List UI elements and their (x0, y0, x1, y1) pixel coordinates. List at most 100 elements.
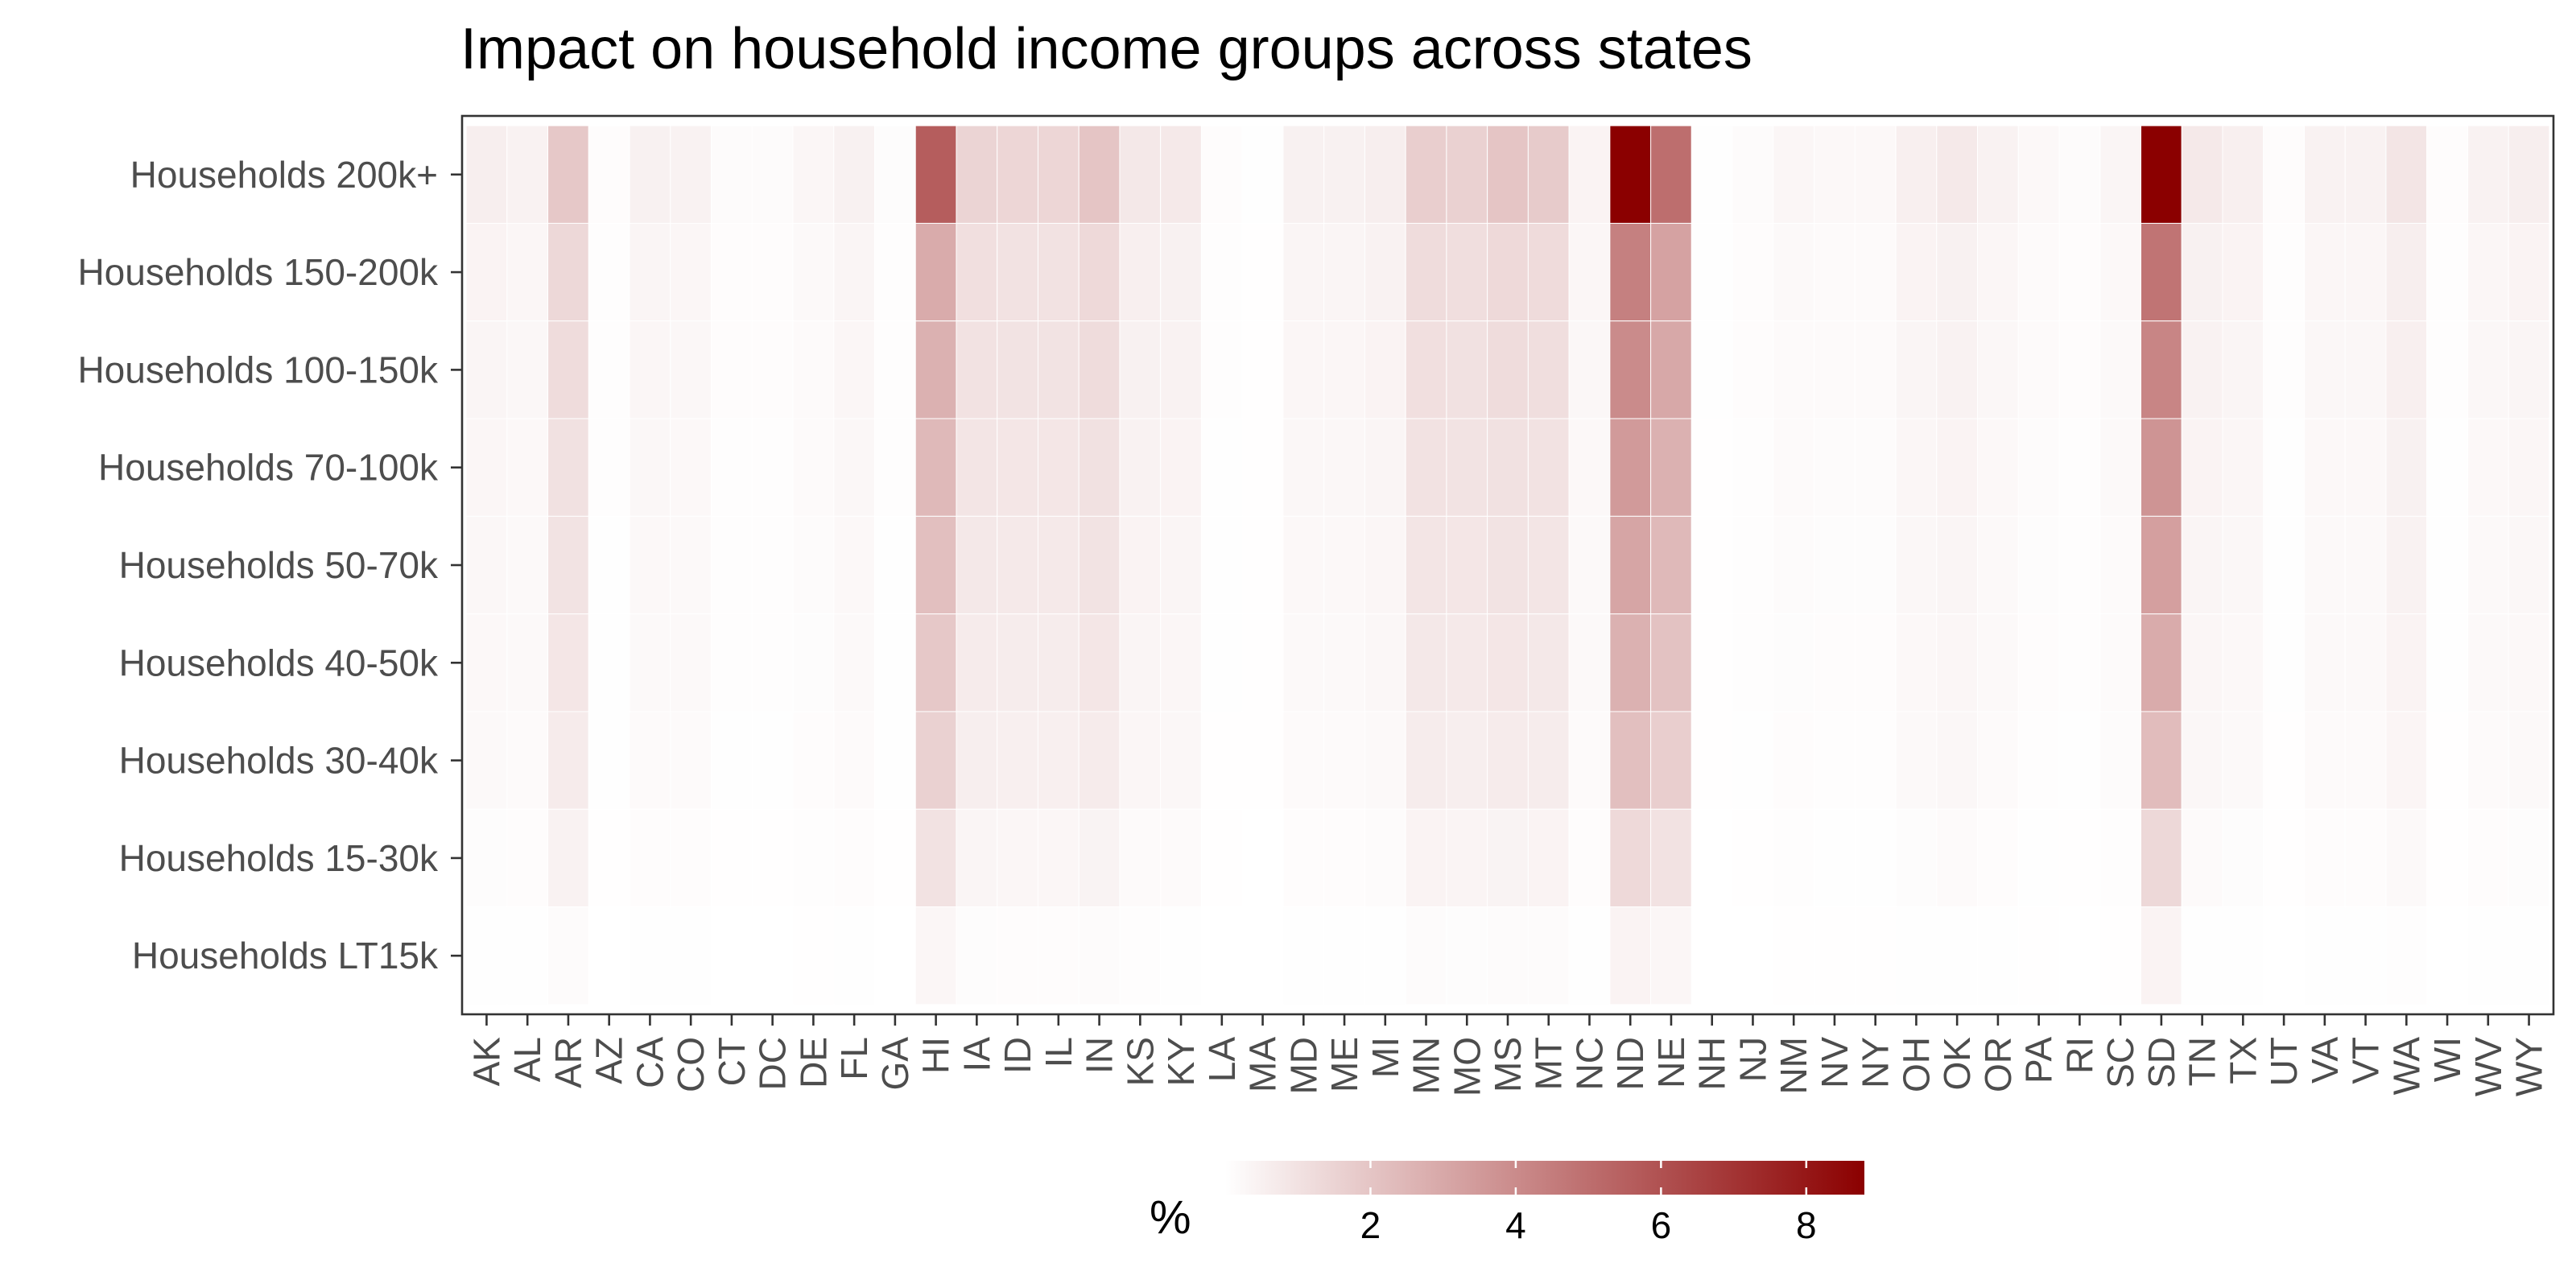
heatmap-cell (1364, 320, 1406, 419)
heatmap-cell (1650, 515, 1692, 615)
heatmap-cell (1568, 711, 1611, 810)
heatmap-cell (2426, 711, 2468, 810)
heatmap-cell (506, 613, 549, 712)
heatmap-cell (792, 418, 835, 517)
x-tick-label: LA (1201, 1037, 1243, 1083)
heatmap-cell (997, 711, 1038, 810)
x-tick-label: NC (1568, 1037, 1610, 1090)
heatmap-cell (956, 222, 998, 322)
heatmap-cell (711, 808, 753, 908)
heatmap-cell (1527, 125, 1570, 224)
heatmap-cell (833, 125, 875, 224)
heatmap-cell (997, 808, 1038, 908)
heatmap-cell (1854, 808, 1897, 908)
heatmap-cell (1568, 515, 1611, 615)
heatmap-cell (1895, 418, 1938, 517)
heatmap-cell (1119, 515, 1162, 615)
heatmap-cell (1078, 711, 1121, 810)
heatmap-cell (2099, 808, 2142, 908)
heatmap-cell (2140, 320, 2182, 419)
heatmap-cell (1200, 711, 1243, 810)
heatmap-cell (1527, 906, 1570, 1005)
heatmap-cell (1527, 613, 1570, 712)
heatmap-cell (670, 808, 712, 908)
heatmap-cell (629, 125, 671, 224)
heatmap-cell (2508, 125, 2550, 224)
heatmap-cell (914, 515, 957, 615)
heatmap-cell (1895, 711, 1938, 810)
x-tick-label: NV (1814, 1037, 1856, 1088)
heatmap-cell (2140, 125, 2182, 224)
heatmap-cell (2263, 125, 2305, 224)
heatmap-cell (1241, 808, 1284, 908)
heatmap-cell (2303, 320, 2346, 419)
y-tick-label: Households 15-30k (119, 837, 439, 879)
heatmap-cell (629, 808, 671, 908)
heatmap-cell (2058, 125, 2101, 224)
heatmap-cell (506, 222, 549, 322)
heatmap-cell (1364, 711, 1406, 810)
heatmap-cell (2263, 613, 2305, 712)
x-tick-label: MT (1528, 1037, 1570, 1090)
heatmap-cell (1323, 613, 1365, 712)
x-tick-label: DE (792, 1037, 834, 1088)
heatmap-cell (1037, 515, 1080, 615)
heatmap-cell (1282, 711, 1325, 810)
heatmap-cell (914, 320, 957, 419)
heatmap-cell (711, 613, 753, 712)
heatmap-cell (833, 711, 875, 810)
legend-tick-label: 4 (1505, 1204, 1526, 1246)
heatmap-cell (1037, 320, 1080, 419)
x-tick-label: MA (1242, 1037, 1284, 1092)
heatmap-cell (1037, 808, 1080, 908)
x-tick-label: DC (752, 1037, 794, 1090)
heatmap-cell (1650, 418, 1692, 517)
heatmap-cell (833, 613, 875, 712)
heatmap-cell (1814, 613, 1856, 712)
heatmap-cell (547, 613, 589, 712)
y-tick-label: Households 100-150k (77, 349, 439, 390)
x-tick-label: MI (1364, 1037, 1406, 1078)
legend-tick-label: 8 (1796, 1204, 1817, 1246)
heatmap-cell (1487, 711, 1529, 810)
x-tick-label: NE (1650, 1037, 1692, 1088)
y-axis: Households 200k+ Households 150-200k House… (77, 154, 462, 976)
x-tick-label: AZ (588, 1037, 630, 1084)
heatmap-cell (792, 711, 835, 810)
heatmap-cell (2467, 222, 2509, 322)
heatmap-cell (1732, 613, 1774, 712)
heatmap-cell (2263, 515, 2305, 615)
heatmap-cell (1446, 711, 1488, 810)
heatmap-cell (1773, 808, 1815, 908)
heatmap-cell (2467, 808, 2509, 908)
x-tick-label: KY (1160, 1037, 1202, 1086)
heatmap-cell (2099, 222, 2142, 322)
heatmap-cell (2344, 613, 2387, 712)
heatmap-cell (2426, 222, 2468, 322)
heatmap-cell (997, 613, 1038, 712)
heatmap-cell (1690, 222, 1733, 322)
heatmap-cell (1895, 125, 1938, 224)
heatmap-cell (2017, 906, 2060, 1005)
heatmap-cell (2099, 906, 2142, 1005)
heatmap-cell (2017, 320, 2060, 419)
heatmap-cell (873, 613, 916, 712)
heatmap-cell (588, 320, 630, 419)
heatmap-cell (465, 222, 508, 322)
heatmap-cell (1609, 515, 1652, 615)
heatmap-cell (547, 515, 589, 615)
heatmap-cell (2303, 125, 2346, 224)
x-tick-label: OK (1936, 1037, 1978, 1091)
heatmap-cell (2303, 711, 2346, 810)
x-tick-label: TN (2182, 1037, 2223, 1086)
x-tick-label: WI (2426, 1037, 2468, 1082)
heatmap-cell (2058, 320, 2101, 419)
x-tick-label: AL (506, 1037, 548, 1082)
heatmap-cell (1282, 906, 1325, 1005)
heatmap-cell (1527, 320, 1570, 419)
heatmap-cell (1814, 418, 1856, 517)
heatmap-cell (2140, 418, 2182, 517)
heatmap-cell (2140, 808, 2182, 908)
heatmap-cell (2017, 613, 2060, 712)
